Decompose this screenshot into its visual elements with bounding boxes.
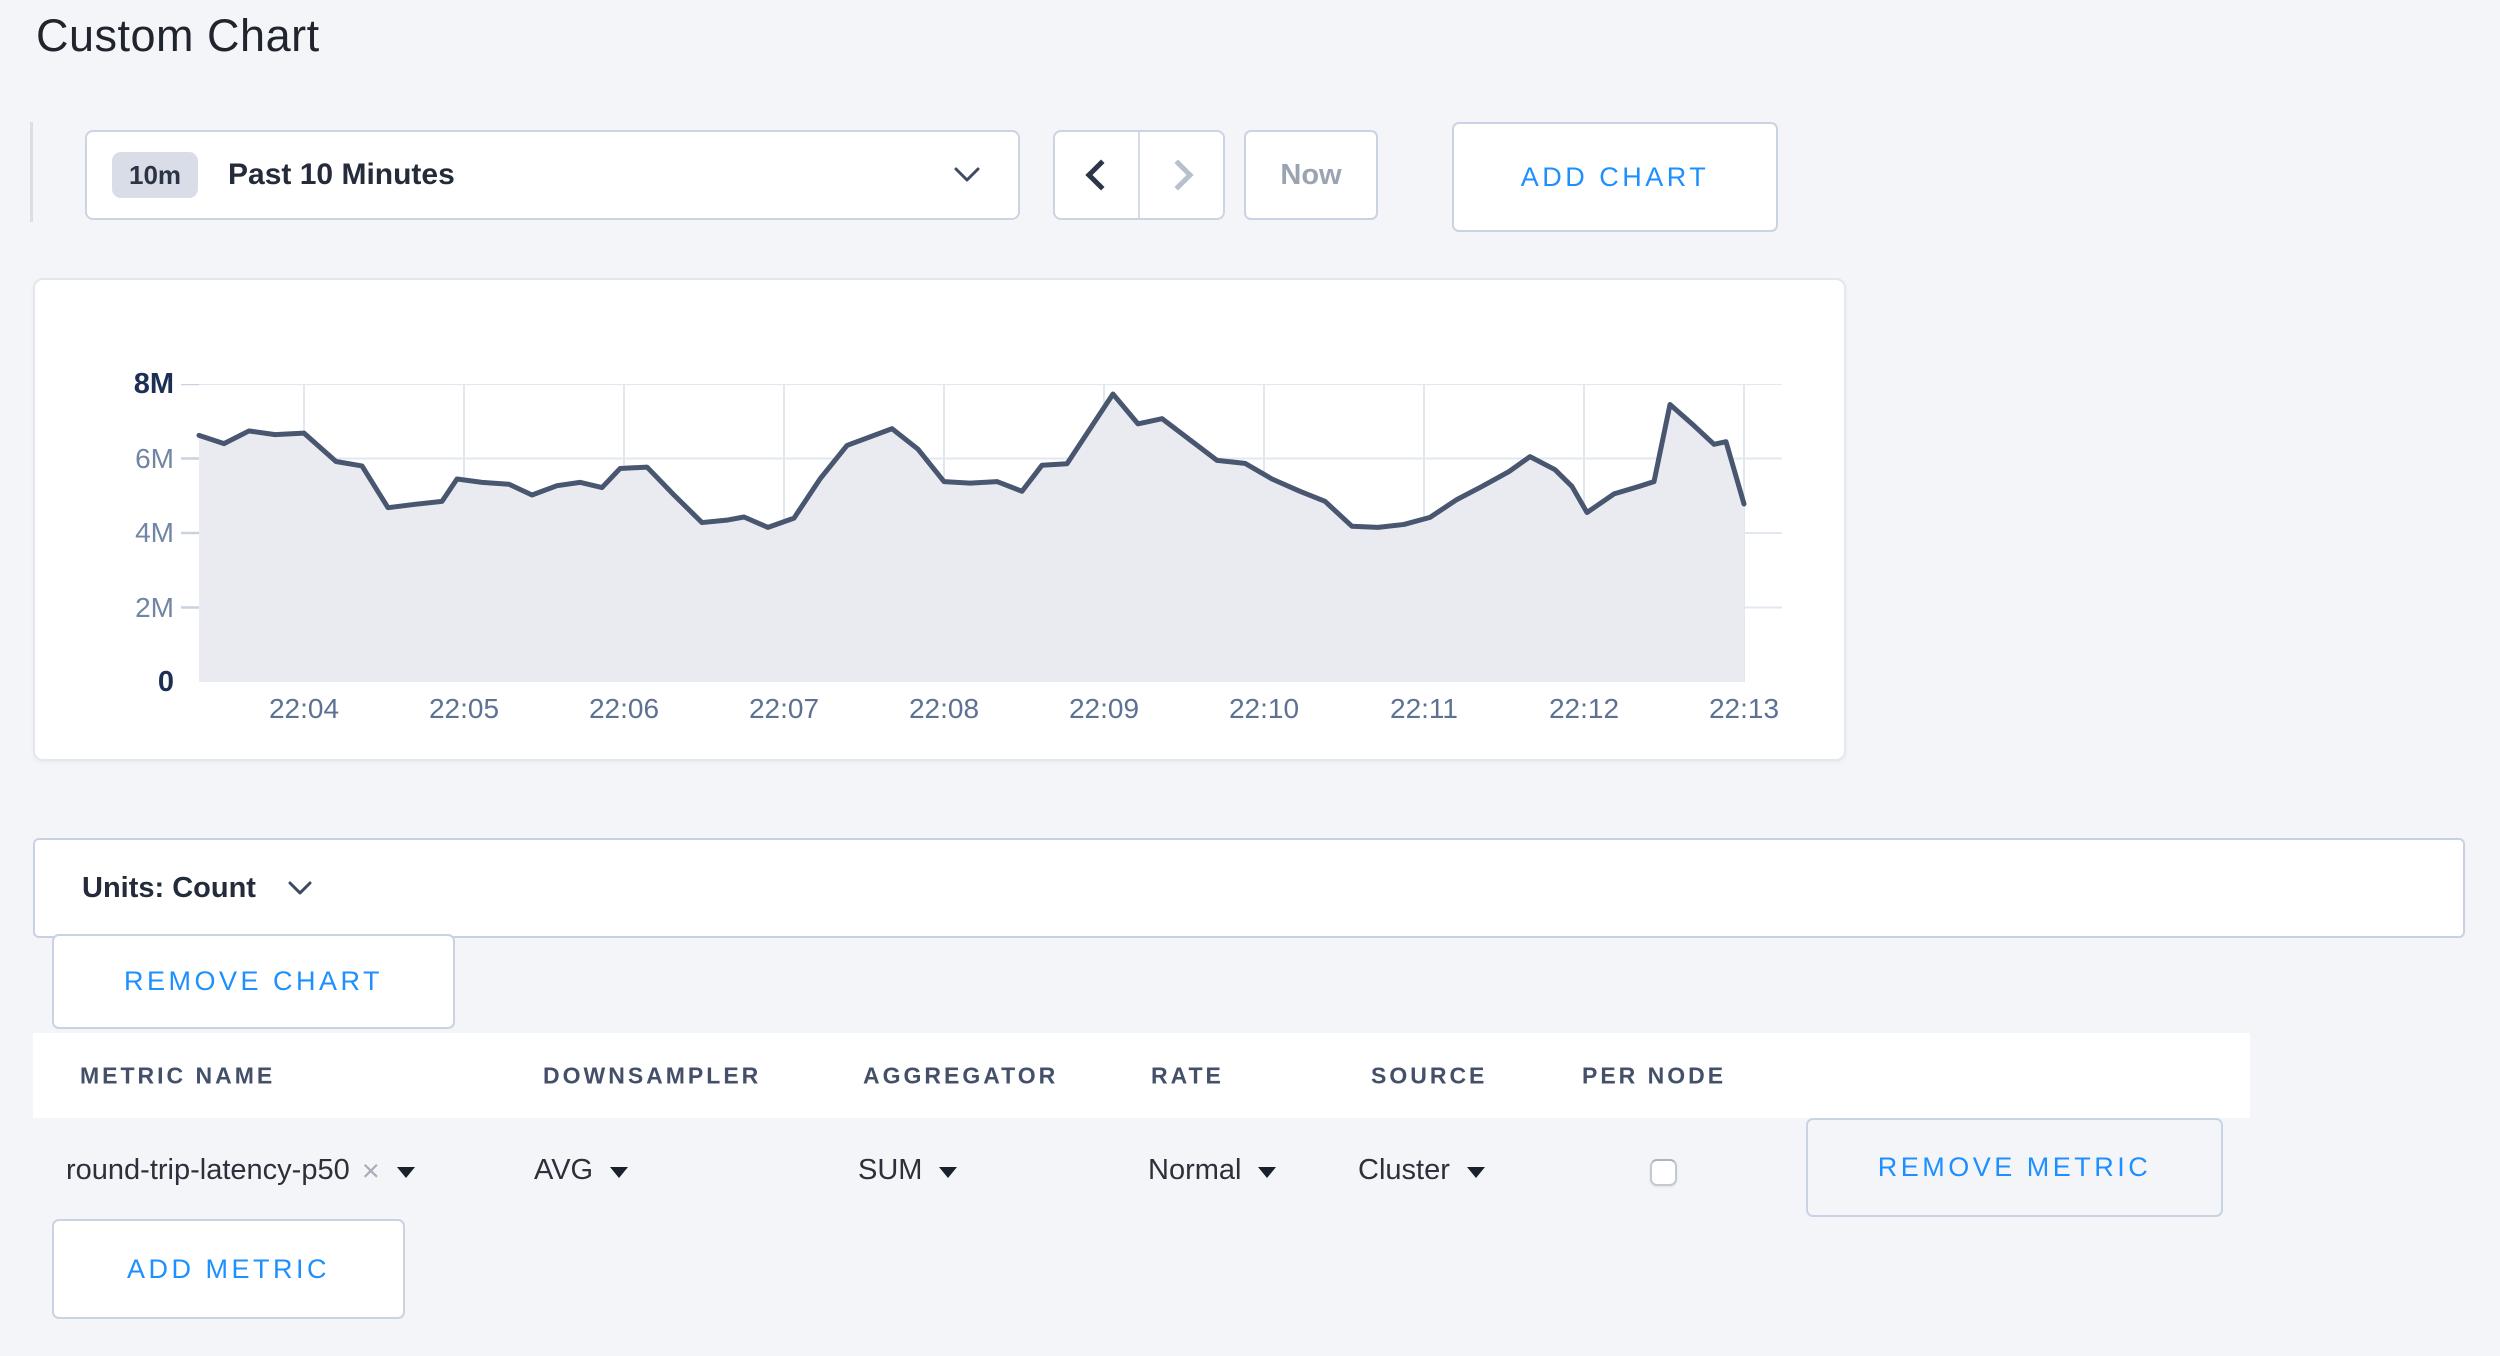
chart-panel: 8M 6M 4M 2M 0 22:04 22:05 22:06 22:07 22:08 22:09… [33, 278, 1846, 761]
metric-name-value: round-trip-latency-p50 [66, 1153, 350, 1186]
y-axis-tick-label: 8M [133, 368, 174, 400]
time-range-label: Past 10 Minutes [228, 158, 455, 191]
aggregator-dropdown[interactable]: SUM [858, 1145, 958, 1195]
time-range-dropdown[interactable]: 10m Past 10 Minutes [85, 130, 1020, 220]
caret-down-icon [1258, 1166, 1277, 1178]
column-metric-name: METRIC NAME [80, 1062, 276, 1088]
caret-down-icon [610, 1166, 629, 1178]
remove-tag-icon[interactable]: × [361, 1152, 380, 1188]
rate-dropdown[interactable]: Normal [1148, 1145, 1277, 1195]
metrics-table-header: METRIC NAME DOWNSAMPLER AGGREGATOR RATE … [33, 1033, 2250, 1118]
units-dropdown-label: Units: Count [82, 871, 256, 904]
chevron-right-icon [1161, 159, 1194, 191]
x-axis-tick-label: 22:05 [428, 693, 500, 724]
x-axis-tick-label: 22:10 [1228, 693, 1300, 724]
y-axis-tick-label: 0 [157, 666, 174, 698]
time-forward-button[interactable] [1140, 132, 1223, 218]
time-range-badge: 10m [112, 152, 199, 198]
column-downsampler: DOWNSAMPLER [543, 1062, 762, 1088]
downsampler-value: AVG [534, 1153, 594, 1186]
metric-name-dropdown[interactable]: round-trip-latency-p50 × [66, 1145, 415, 1195]
y-axis-tick-label: 6M [135, 442, 174, 474]
caret-down-icon [939, 1166, 958, 1178]
x-axis-tick-label: 22:09 [1068, 693, 1140, 724]
x-axis-tick-label: 22:06 [588, 693, 660, 724]
chevron-down-icon [288, 881, 312, 894]
column-source: SOURCE [1371, 1062, 1488, 1088]
rate-value: Normal [1148, 1153, 1242, 1186]
time-pager [1053, 130, 1225, 220]
x-axis-tick-label: 22:04 [268, 693, 340, 724]
now-button[interactable]: Now [1244, 130, 1378, 220]
x-axis-tick-label: 22:12 [1548, 693, 1620, 724]
y-axis-tick-label: 4M [135, 517, 174, 548]
x-axis-tick-label: 22:08 [908, 693, 980, 724]
caret-down-icon [396, 1166, 415, 1178]
source-dropdown[interactable]: Cluster [1358, 1145, 1485, 1195]
remove-chart-button[interactable]: REMOVE CHART [52, 934, 455, 1029]
page-title: Custom Chart [36, 10, 320, 61]
toolbar-left-divider [30, 122, 33, 222]
per-node-checkbox[interactable] [1650, 1159, 1677, 1186]
aggregator-value: SUM [858, 1153, 923, 1186]
chevron-down-icon [954, 167, 980, 182]
time-back-button[interactable] [1055, 132, 1140, 218]
add-chart-button[interactable]: ADD CHART [1452, 122, 1778, 232]
source-value: Cluster [1358, 1153, 1450, 1186]
units-dropdown[interactable]: Units: Count [33, 838, 2465, 938]
add-metric-button[interactable]: ADD METRIC [52, 1219, 405, 1319]
area-chart[interactable] [181, 384, 1782, 682]
column-rate: RATE [1151, 1062, 1224, 1088]
downsampler-dropdown[interactable]: AVG [534, 1145, 629, 1195]
column-aggregator: AGGREGATOR [863, 1062, 1059, 1088]
column-per-node: PER NODE [1582, 1062, 1727, 1088]
x-axis-tick-label: 22:07 [748, 693, 820, 724]
remove-metric-button[interactable]: REMOVE METRIC [1806, 1118, 2223, 1217]
caret-down-icon [1466, 1166, 1485, 1178]
chevron-left-icon [1084, 159, 1117, 191]
x-axis-tick-label: 22:13 [1708, 693, 1780, 724]
x-axis-tick-label: 22:11 [1390, 693, 1458, 724]
y-axis-tick-label: 2M [135, 591, 174, 623]
